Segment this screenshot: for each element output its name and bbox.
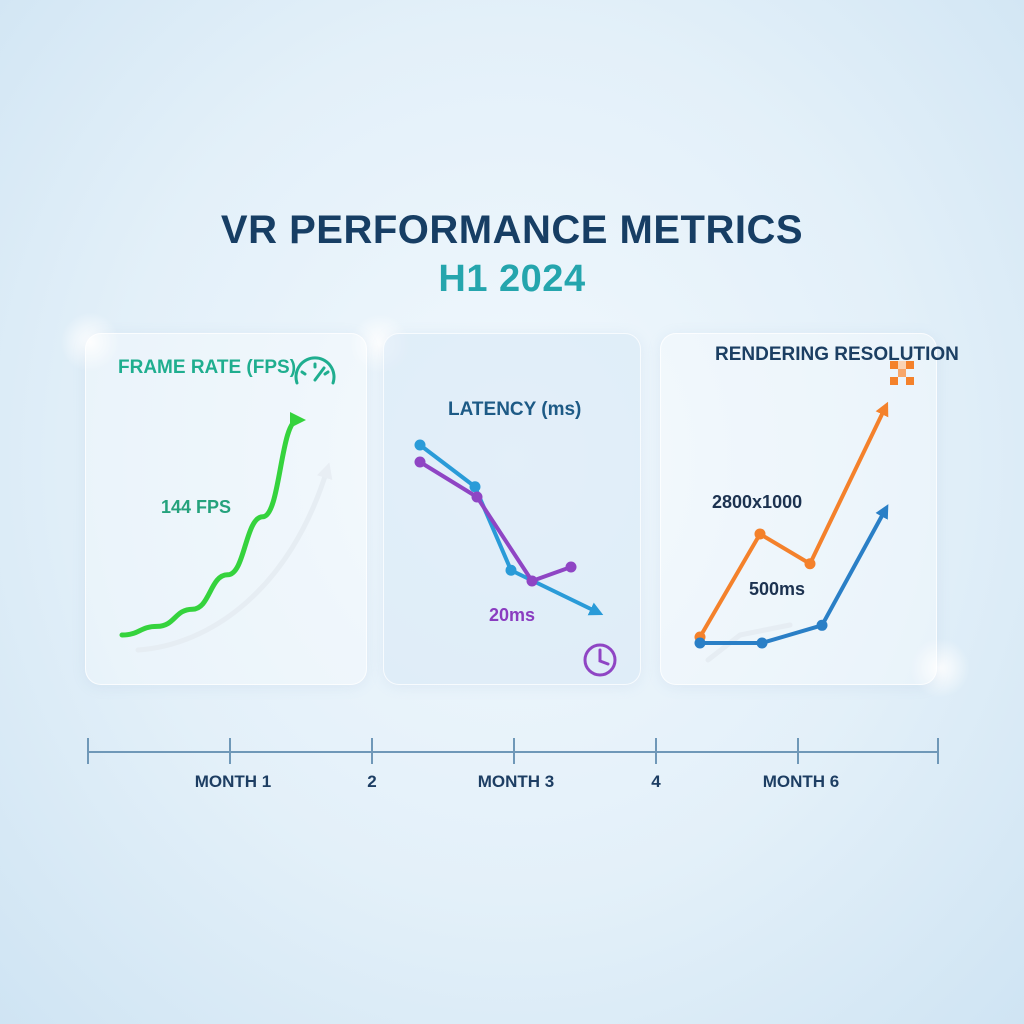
latency-series-2-point <box>471 491 483 503</box>
timeline-tick-label: 4 <box>651 772 661 791</box>
resolution-series-1-line <box>698 401 889 639</box>
resolution-series-2-point <box>694 637 706 649</box>
resolution-series-2-point <box>816 619 828 631</box>
latency-title: LATENCY (ms) <box>448 399 582 420</box>
frame-rate-series-line <box>119 412 306 638</box>
frame-rate-value-label: 144 FPS <box>161 497 232 517</box>
chart-subtitle: H1 2024 <box>438 258 586 300</box>
resolution-series-1-point <box>804 558 816 570</box>
latency-series-1-point <box>414 439 426 451</box>
chart-title: VR PERFORMANCE METRICS <box>220 208 804 252</box>
resolution-value-label: 2800x1000 <box>712 492 803 512</box>
latency-panel <box>383 333 641 685</box>
resolution-ghost-curve <box>705 622 793 663</box>
clock-icon <box>583 643 617 677</box>
timeline-tick-label: MONTH 1 <box>194 772 272 791</box>
pixel-grid-icon <box>890 361 914 385</box>
frame-rate-ghost-curve <box>135 462 333 653</box>
timeline-tick-label: 2 <box>367 772 377 791</box>
latency-value-label: 20ms <box>489 605 536 625</box>
latency-series-1-point <box>505 564 517 576</box>
timeline-tick-label: MONTH 3 <box>477 772 555 791</box>
timeline-tick-label: MONTH 6 <box>762 772 840 791</box>
latency-series-2-line <box>418 460 572 583</box>
speedometer-icon <box>294 356 336 385</box>
latency-series-2-point <box>414 456 426 468</box>
latency-series-2-point <box>565 561 577 573</box>
latency-series-1-point <box>469 481 481 493</box>
frame-rate-panel <box>85 333 367 685</box>
resolution-series-1-point <box>754 528 766 540</box>
latency-series-1-line <box>418 443 604 616</box>
latency-series-2-point <box>526 575 538 587</box>
resolution-series-2-point <box>756 637 768 649</box>
resolution-secondary-label: 500ms <box>749 579 806 599</box>
resolution-series-2-line <box>700 504 889 645</box>
